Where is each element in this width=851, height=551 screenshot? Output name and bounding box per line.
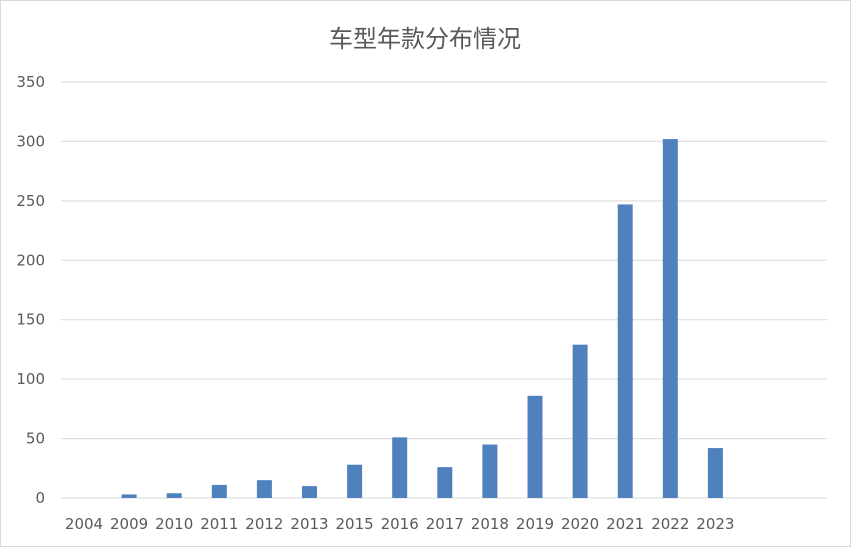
bar-2022 <box>662 139 678 498</box>
x-tick-label: 2018 <box>471 515 509 533</box>
x-tick-label: 2020 <box>561 515 599 533</box>
x-tick-label: 2015 <box>336 515 374 533</box>
bar-2019 <box>527 395 543 498</box>
bar-2016 <box>392 437 408 498</box>
x-tick-label: 2022 <box>651 515 689 533</box>
x-tick-label: 2019 <box>516 515 554 533</box>
bar-2015 <box>347 464 363 498</box>
y-tick-label: 150 <box>16 311 45 329</box>
chart-title: 车型年款分布情况 <box>329 25 521 53</box>
y-tick-label: 250 <box>16 192 45 210</box>
x-tick-label: 2012 <box>245 515 283 533</box>
bar-2023 <box>707 448 723 498</box>
bar-2012 <box>256 480 272 498</box>
bar-2020 <box>572 344 588 498</box>
bar-2010 <box>166 493 182 498</box>
x-tick-label: 2013 <box>290 515 328 533</box>
y-tick-label: 350 <box>16 73 45 91</box>
bar-2013 <box>302 486 317 498</box>
bar-2021 <box>617 204 633 498</box>
y-tick-label: 100 <box>16 370 45 388</box>
bar-2018 <box>482 444 498 498</box>
y-tick-label: 50 <box>26 430 45 448</box>
bar-2011 <box>211 484 227 498</box>
bar-2017 <box>437 467 453 498</box>
x-tick-label: 2023 <box>696 515 734 533</box>
y-tick-label: 0 <box>35 489 45 507</box>
x-tick-label: 2009 <box>110 515 148 533</box>
x-tick-label: 2010 <box>155 515 193 533</box>
x-tick-label: 2021 <box>606 515 644 533</box>
x-tick-label: 2017 <box>426 515 464 533</box>
x-tick-label: 2016 <box>381 515 419 533</box>
y-tick-label: 200 <box>16 251 45 269</box>
y-tick-label: 300 <box>16 132 45 150</box>
bar-2009 <box>121 494 137 498</box>
x-tick-label: 2011 <box>200 515 238 533</box>
x-tick-label: 2004 <box>65 515 103 533</box>
